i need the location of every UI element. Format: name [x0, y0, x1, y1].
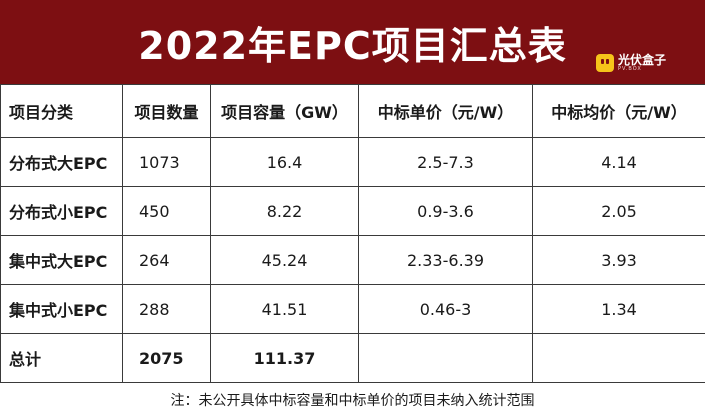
cell-total-label: 总计	[0, 333, 123, 383]
cell-price-range: 2.33-6.39	[358, 235, 533, 285]
cell-total-capacity: 111.37	[210, 333, 359, 383]
cell-category: 分布式小EPC	[0, 186, 123, 236]
cell-capacity: 41.51	[210, 284, 359, 334]
table-total-row: 总计 2075 111.37	[0, 333, 705, 383]
brand-logo: 光伏盒子 PV.BOX	[596, 52, 666, 74]
cell-count: 288	[122, 284, 211, 334]
cell-avg-price: 1.34	[532, 284, 705, 334]
cell-category: 分布式大EPC	[0, 137, 123, 187]
table-row: 集中式大EPC 264 45.24 2.33-6.39 3.93	[0, 235, 705, 285]
table-row: 分布式大EPC 1073 16.4 2.5-7.3 4.14	[0, 137, 705, 187]
header-count: 项目数量	[122, 84, 211, 138]
cell-price-range: 0.9-3.6	[358, 186, 533, 236]
cell-category: 集中式大EPC	[0, 235, 123, 285]
table-header-row: 项目分类 项目数量 项目容量（GW） 中标单价（元/W） 中标均价（元/W）	[0, 84, 705, 138]
cell-category: 集中式小EPC	[0, 284, 123, 334]
table-row: 集中式小EPC 288 41.51 0.46-3 1.34	[0, 284, 705, 334]
cell-total-price-range	[358, 333, 533, 383]
cell-count: 450	[122, 186, 211, 236]
page-title: 2022年EPC项目汇总表	[138, 23, 567, 68]
cell-price-range: 2.5-7.3	[358, 137, 533, 187]
cell-capacity: 8.22	[210, 186, 359, 236]
cell-count: 264	[122, 235, 211, 285]
cell-avg-price: 3.93	[532, 235, 705, 285]
cell-avg-price: 4.14	[532, 137, 705, 187]
summary-table: 项目分类 项目数量 项目容量（GW） 中标单价（元/W） 中标均价（元/W） 分…	[0, 84, 705, 383]
header-avg-price: 中标均价（元/W）	[532, 84, 705, 138]
table-row: 分布式小EPC 450 8.22 0.9-3.6 2.05	[0, 186, 705, 236]
cell-price-range: 0.46-3	[358, 284, 533, 334]
box-icon	[596, 54, 614, 72]
cell-avg-price: 2.05	[532, 186, 705, 236]
footnote: 注：未公开具体中标容量和中标单价的项目未纳入统计范围	[170, 392, 535, 409]
cell-total-avg-price	[532, 333, 705, 383]
cell-total-count: 2075	[122, 333, 211, 383]
cell-count: 1073	[122, 137, 211, 187]
header-price-range: 中标单价（元/W）	[358, 84, 533, 138]
title-banner	[0, 0, 705, 84]
logo-name: 光伏盒子	[618, 53, 667, 67]
cell-capacity: 16.4	[210, 137, 359, 187]
logo-subtext: PV.BOX	[618, 66, 642, 72]
cell-capacity: 45.24	[210, 235, 359, 285]
header-category: 项目分类	[0, 84, 123, 138]
header-capacity: 项目容量（GW）	[210, 84, 359, 138]
